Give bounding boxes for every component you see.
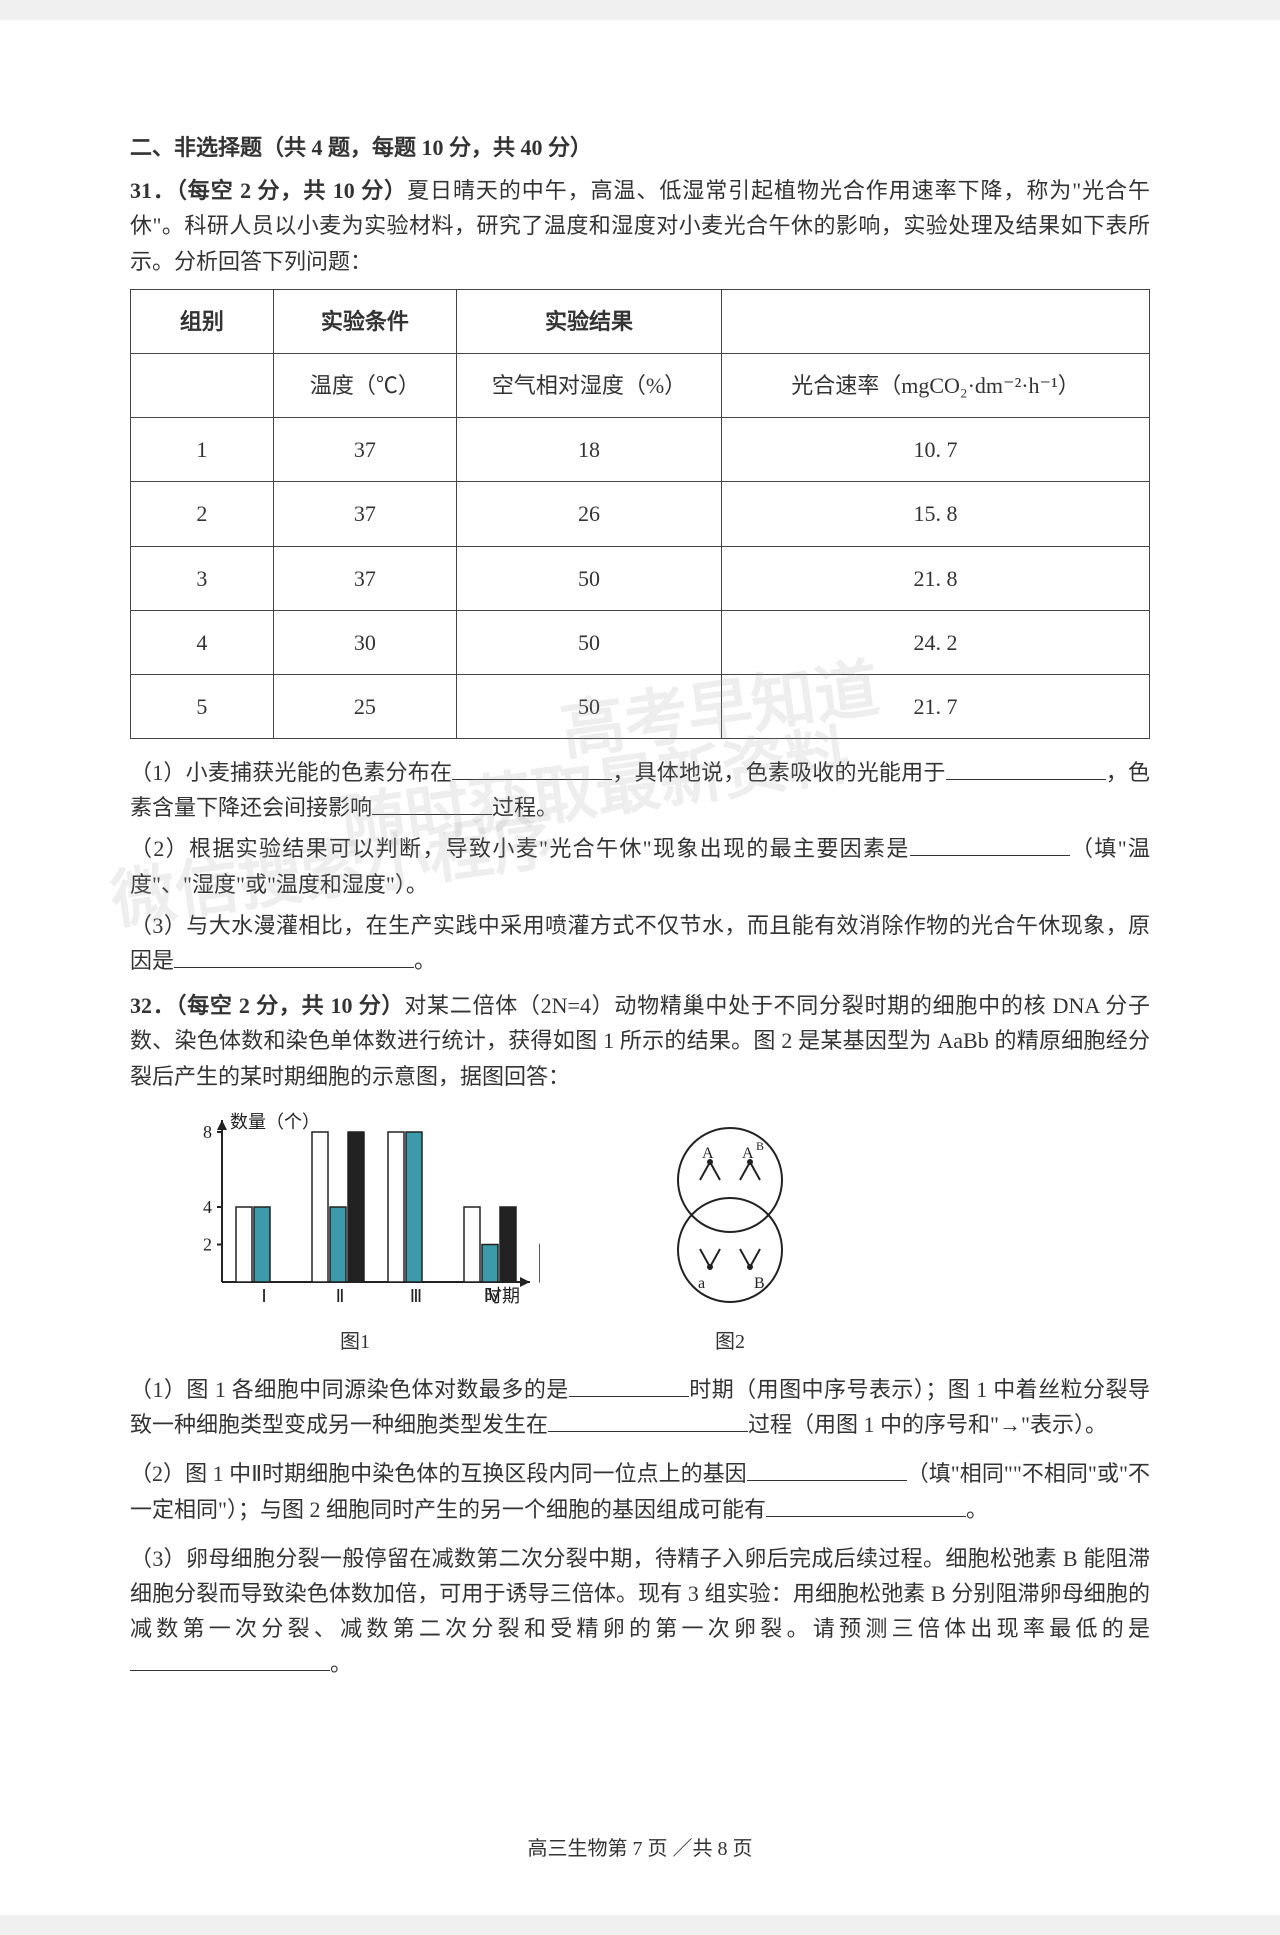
svg-text:Ⅱ: Ⅱ — [336, 1286, 345, 1306]
svg-text:A: A — [742, 1145, 754, 1162]
q31-number: 31． — [130, 178, 176, 203]
q31-points: （每空 2 分，共 10 分） — [176, 178, 407, 203]
svg-text:数量（个）: 数量（个） — [230, 1112, 320, 1132]
bar-chart: 248数量（个）ⅠⅡⅢⅣⅤ时期 — [170, 1112, 540, 1312]
th-cond: 实验条件 — [273, 289, 456, 353]
svg-text:B: B — [754, 1275, 765, 1292]
table-subheader-row: 温度（℃） 空气相对湿度（%） 光合速率（mgCO₂·dm⁻²·h⁻¹） — [131, 353, 1150, 417]
th-blank — [722, 289, 1150, 353]
table-header-row: 组别 实验条件 实验结果 — [131, 289, 1150, 353]
blank — [452, 758, 612, 780]
q32-sub2: （2）图 1 中Ⅱ时期细胞中染色体的互换区段内同一位点上的基因（填"相同""不相… — [130, 1456, 1150, 1526]
figure-2: AABaB 图2 — [630, 1112, 830, 1358]
th-rate: 光合速率（mgCO₂·dm⁻²·h⁻¹） — [722, 353, 1150, 417]
svg-text:时期: 时期 — [484, 1286, 520, 1306]
q31-data-table: 组别 实验条件 实验结果 温度（℃） 空气相对湿度（%） 光合速率（mgCO₂·… — [130, 289, 1150, 739]
svg-text:2: 2 — [203, 1234, 212, 1254]
svg-text:a: a — [698, 1275, 705, 1292]
blank — [569, 1375, 689, 1397]
q32-sub3: （3）卵母细胞分裂一般停留在减数第二次分裂中期，待精子入卵后完成后续过程。细胞松… — [130, 1541, 1150, 1682]
svg-text:B: B — [756, 1139, 764, 1153]
th-result: 实验结果 — [457, 289, 722, 353]
table-row: 2372615. 8 — [131, 482, 1150, 546]
q32-sub1: （1）图 1 各细胞中同源染色体对数最多的是时期（用图中序号表示）；图 1 中着… — [130, 1372, 1150, 1442]
section-header: 二、非选择题（共 4 题，每题 10 分，共 40 分） — [130, 130, 1150, 165]
q31-header: 31．（每空 2 分，共 10 分）夏日晴天的中午，高温、低湿常引起植物光合作用… — [130, 173, 1150, 279]
q31-sub2: （2）根据实验结果可以判断，导致小麦"光合午休"现象出现的最主要因素是（填"温度… — [130, 831, 1150, 901]
fig2-caption: 图2 — [630, 1326, 830, 1358]
table-row: 3375021. 8 — [131, 546, 1150, 610]
exam-page: 高考早知道 随时获取最新资料 微信搜索小程序 二、非选择题（共 4 题，每题 1… — [0, 20, 1280, 1915]
svg-text:8: 8 — [203, 1122, 212, 1142]
blank — [372, 793, 492, 815]
th-group: 组别 — [131, 289, 274, 353]
q32-points: （每空 2 分，共 10 分） — [175, 993, 404, 1018]
blank — [910, 834, 1070, 856]
svg-text:A: A — [702, 1145, 714, 1162]
blank — [766, 1495, 966, 1517]
svg-text:4: 4 — [203, 1197, 212, 1217]
th-temp: 温度（℃） — [273, 353, 456, 417]
q32-number: 32． — [130, 993, 175, 1018]
q31-sub3: （3）与大水漫灌相比，在生产实践中采用喷灌方式不仅节水，而且能有效消除作物的光合… — [130, 908, 1150, 978]
blank — [174, 946, 414, 968]
table-row: 1371810. 7 — [131, 418, 1150, 482]
table-row: 4305024. 2 — [131, 610, 1150, 674]
figures-row: 248数量（个）ⅠⅡⅢⅣⅤ时期 图1 AABaB 图2 — [170, 1112, 1150, 1358]
cell-diagram: AABaB — [630, 1112, 830, 1312]
table-row: 5255021. 7 — [131, 674, 1150, 738]
q31-sub1: （1）小麦捕获光能的色素分布在，具体地说，色素吸收的光能用于，色素含量下降还会间… — [130, 755, 1150, 825]
svg-text:Ⅰ: Ⅰ — [261, 1286, 266, 1306]
page-footer: 高三生物第 7 页 ／共 8 页 — [0, 1833, 1280, 1865]
blank — [548, 1410, 748, 1432]
svg-text:Ⅲ: Ⅲ — [410, 1286, 422, 1306]
fig1-caption: 图1 — [170, 1326, 540, 1358]
q32-header: 32．（每空 2 分，共 10 分）对某二倍体（2N=4）动物精巢中处于不同分裂… — [130, 988, 1150, 1094]
blank — [946, 758, 1106, 780]
blank — [747, 1459, 907, 1481]
figure-1: 248数量（个）ⅠⅡⅢⅣⅤ时期 图1 — [170, 1112, 540, 1358]
blank — [130, 1649, 330, 1671]
th-humidity: 空气相对湿度（%） — [457, 353, 722, 417]
